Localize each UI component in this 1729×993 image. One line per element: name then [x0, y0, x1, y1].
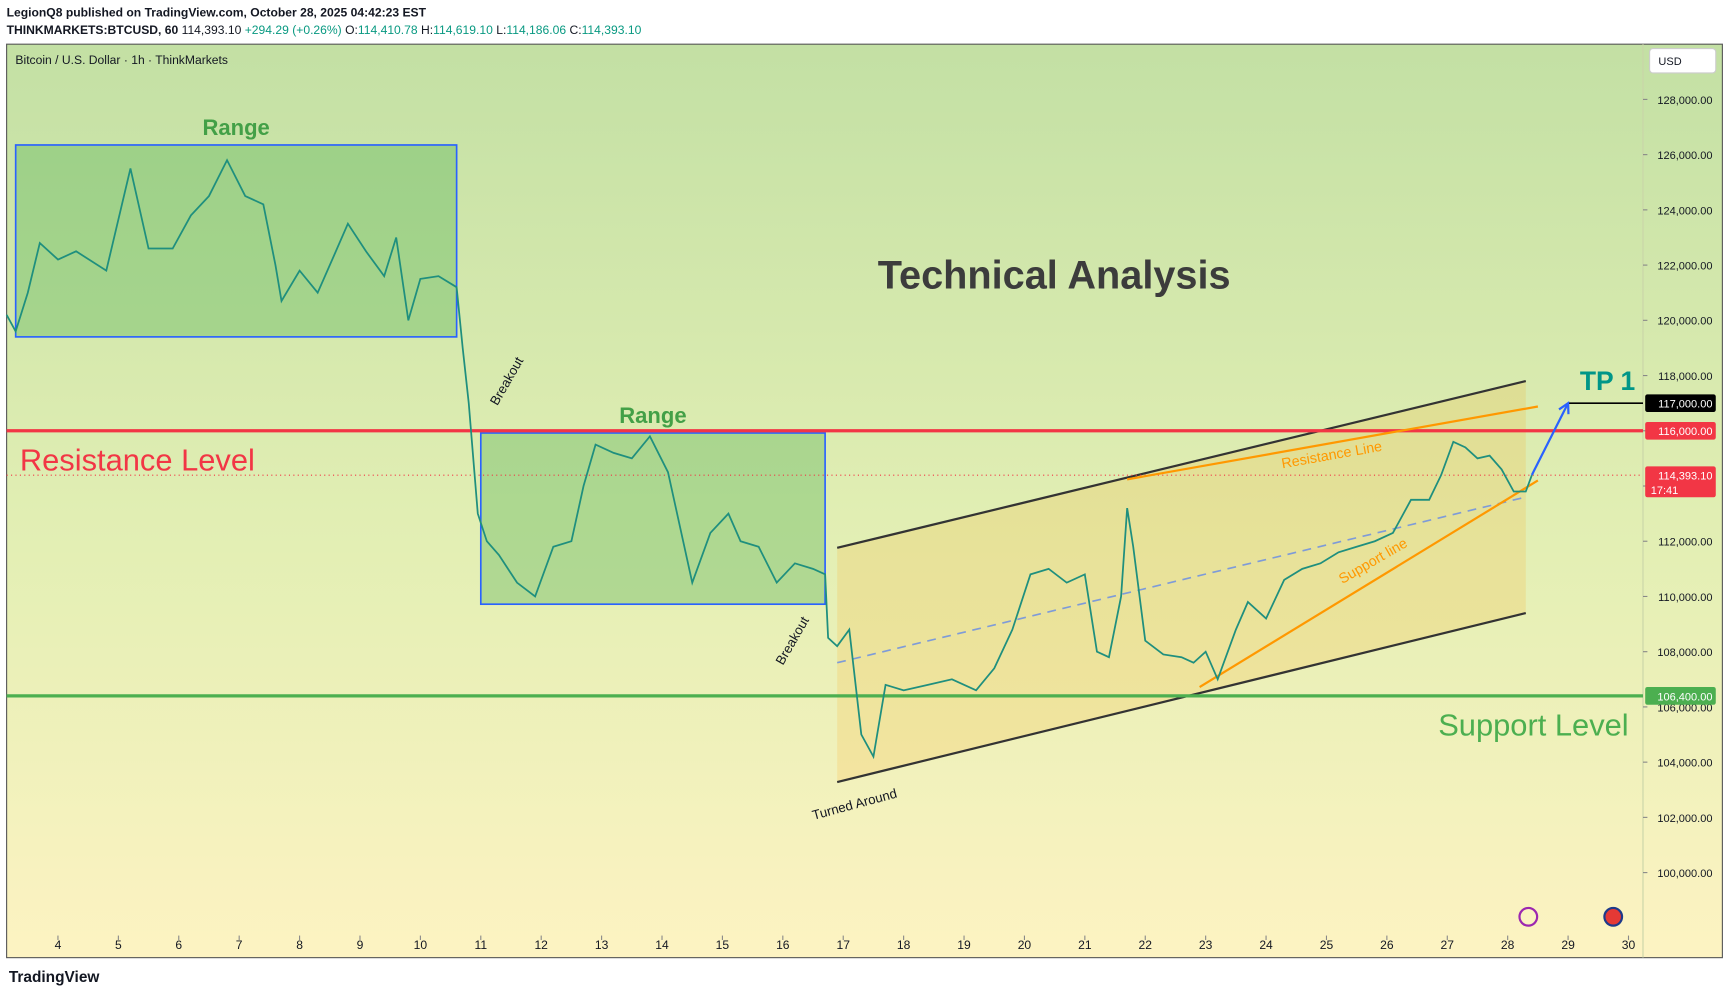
x-tick-label: 4 [55, 938, 62, 952]
level-tag-label: 116,000.00 [1658, 426, 1712, 438]
x-tick-label: 8 [296, 938, 303, 952]
y-tick-label: 126,000.00 [1657, 150, 1712, 162]
trendline [1126, 405, 1539, 481]
x-tick-label: 7 [236, 938, 243, 952]
target-name: TP 1 [1580, 366, 1635, 396]
trendline [1199, 479, 1539, 688]
x-tick-label: 5 [115, 938, 122, 952]
x-tick-label: 27 [1441, 938, 1455, 952]
level-name: Support Level [1438, 708, 1628, 743]
last-price-label: 114,393.10 [1658, 471, 1712, 483]
x-tick-label: 21 [1078, 938, 1092, 952]
y-tick-label: 118,000.00 [1658, 371, 1712, 383]
last-price-tag [1645, 466, 1716, 498]
icon[interactable] [1603, 906, 1624, 927]
channel-fill [837, 381, 1526, 783]
x-tick-label: 19 [957, 938, 971, 952]
x-tick-label: 30 [1622, 938, 1636, 952]
x-tick-label: 22 [1139, 938, 1153, 952]
channel-upper [836, 379, 1527, 549]
range-box [479, 432, 826, 606]
channel-mid [836, 496, 1526, 664]
x-tick-label: 11 [475, 938, 488, 952]
header-quote: THINKMARKETS:BTCUSD, 60 114,393.10 +294.… [7, 23, 642, 37]
header-author: LegionQ8 published on TradingView.com, O… [7, 6, 427, 20]
x-tick-label: 14 [655, 938, 669, 952]
x-tick-label: 16 [776, 938, 790, 952]
y-tick-label: 104,000.00 [1657, 758, 1712, 770]
chart-title: Bitcoin / U.S. Dollar · 1h · ThinkMarket… [15, 53, 228, 67]
x-tick-label: 10 [414, 938, 428, 952]
currency-button[interactable] [1649, 48, 1717, 74]
level-tag-label: 106,400.00 [1657, 691, 1712, 703]
x-tick-label: 26 [1380, 938, 1394, 952]
x-tick-label: 23 [1199, 938, 1213, 952]
y-tick-label: 128,000.00 [1657, 95, 1712, 107]
range-box [14, 144, 458, 338]
x-tick-label: 20 [1018, 938, 1032, 952]
x-tick-label: 13 [595, 938, 609, 952]
x-tick-label: 25 [1320, 938, 1334, 952]
y-tick-label: 102,000.00 [1657, 813, 1712, 825]
x-tick-label: 29 [1561, 938, 1575, 952]
price-line [5, 158, 1533, 760]
x-tick-label: 17 [836, 938, 850, 952]
x-tick-label: 12 [534, 938, 548, 952]
x-tick-label: 9 [357, 938, 364, 952]
y-tick-label: 110,000.00 [1658, 592, 1712, 604]
annotation: Technical Analysis [878, 253, 1231, 297]
x-tick-label: 18 [897, 938, 911, 952]
level-tag [1645, 687, 1716, 705]
level-name: Resistance Level [20, 443, 255, 478]
y-tick-label: 124,000.00 [1657, 205, 1712, 217]
y-tick-label: 100,000.00 [1657, 868, 1712, 880]
plot-area [6, 43, 1723, 959]
currency: USD [1658, 56, 1681, 68]
target-arrow [1530, 402, 1570, 476]
y-tick-label: 108,000.00 [1657, 647, 1712, 659]
range-label: Range [619, 403, 686, 428]
x-tick-label: 15 [716, 938, 730, 952]
last-price-time: 17:41 [1651, 485, 1679, 497]
y-tick-label: 106,000.00 [1657, 702, 1712, 714]
target-tag [1645, 394, 1716, 413]
brand: TradingView [9, 969, 101, 986]
y-tick-label: 122,000.00 [1657, 261, 1712, 273]
x-tick-label: 28 [1501, 938, 1515, 952]
x-tick-label: 24 [1259, 938, 1273, 952]
level-tag [1645, 421, 1716, 440]
icon[interactable] [1518, 906, 1539, 927]
y-tick-label: 112,000.00 [1658, 537, 1712, 549]
target-tag-label: 117,000.00 [1658, 399, 1712, 411]
y-tick-label: 120,000.00 [1657, 316, 1712, 328]
range-label: Range [202, 115, 269, 140]
arrow-head [1558, 401, 1570, 415]
x-tick-label: 6 [175, 938, 182, 952]
